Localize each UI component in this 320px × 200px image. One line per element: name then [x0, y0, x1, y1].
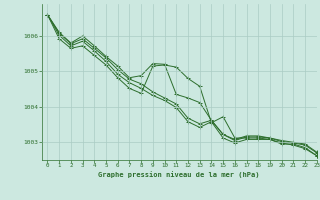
X-axis label: Graphe pression niveau de la mer (hPa): Graphe pression niveau de la mer (hPa) — [99, 171, 260, 178]
